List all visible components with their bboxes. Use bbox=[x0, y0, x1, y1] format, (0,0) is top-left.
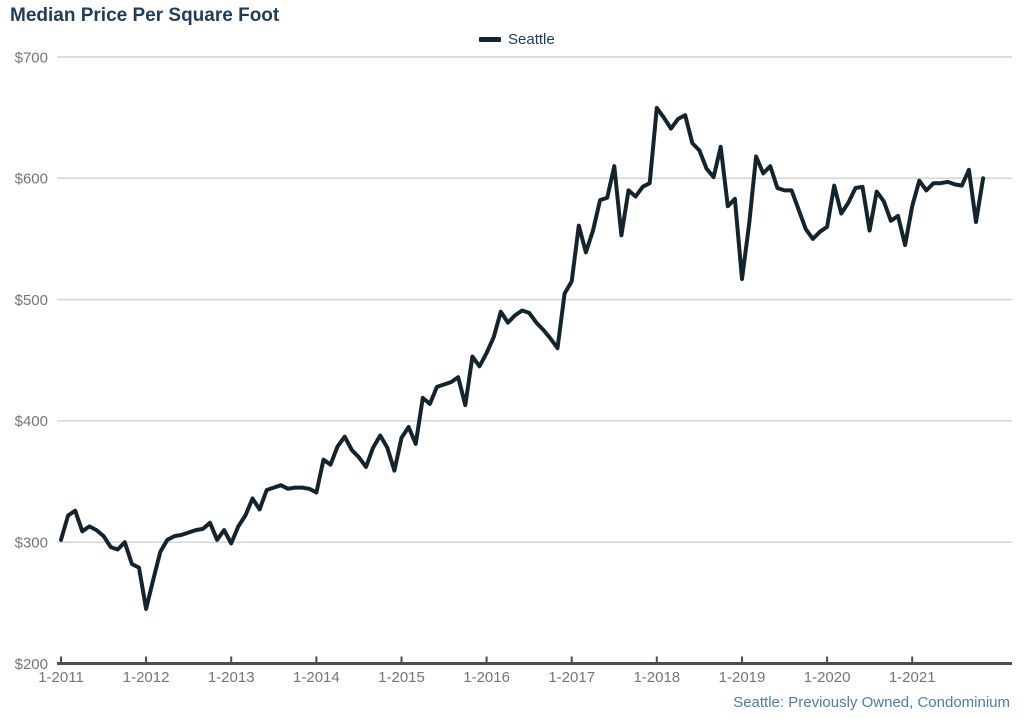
x-axis-label: 1-2014 bbox=[293, 669, 340, 686]
y-axis-label: $300 bbox=[15, 535, 48, 552]
x-axis-label: 1-2011 bbox=[38, 669, 84, 686]
x-axis-label: 1-2018 bbox=[633, 669, 680, 686]
x-axis-label: 1-2012 bbox=[123, 669, 170, 686]
page-title: Median Price Per Square Foot bbox=[10, 5, 280, 26]
y-axis-label: $400 bbox=[15, 413, 48, 430]
legend-line-swatch-icon bbox=[479, 36, 501, 42]
x-axis-label: 1-2017 bbox=[548, 669, 595, 686]
y-axis-label: $700 bbox=[15, 49, 48, 66]
legend-label: Seattle bbox=[508, 30, 555, 48]
source-note: Seattle: Previously Owned, Condominium bbox=[733, 694, 1010, 711]
y-axis-label: $500 bbox=[15, 292, 48, 309]
legend: Seattle bbox=[479, 30, 555, 48]
x-axis-label: 1-2019 bbox=[719, 669, 766, 686]
x-axis-label: 1-2015 bbox=[378, 669, 425, 686]
x-axis-label: 1-2021 bbox=[889, 669, 936, 686]
y-axis-label: $600 bbox=[15, 171, 48, 188]
x-axis-label: 1-2020 bbox=[804, 669, 851, 686]
x-axis-label: 1-2016 bbox=[463, 669, 510, 686]
y-axis-label: $200 bbox=[15, 656, 48, 673]
x-axis-label: 1-2013 bbox=[208, 669, 255, 686]
series-line-seattle bbox=[59, 105, 986, 611]
